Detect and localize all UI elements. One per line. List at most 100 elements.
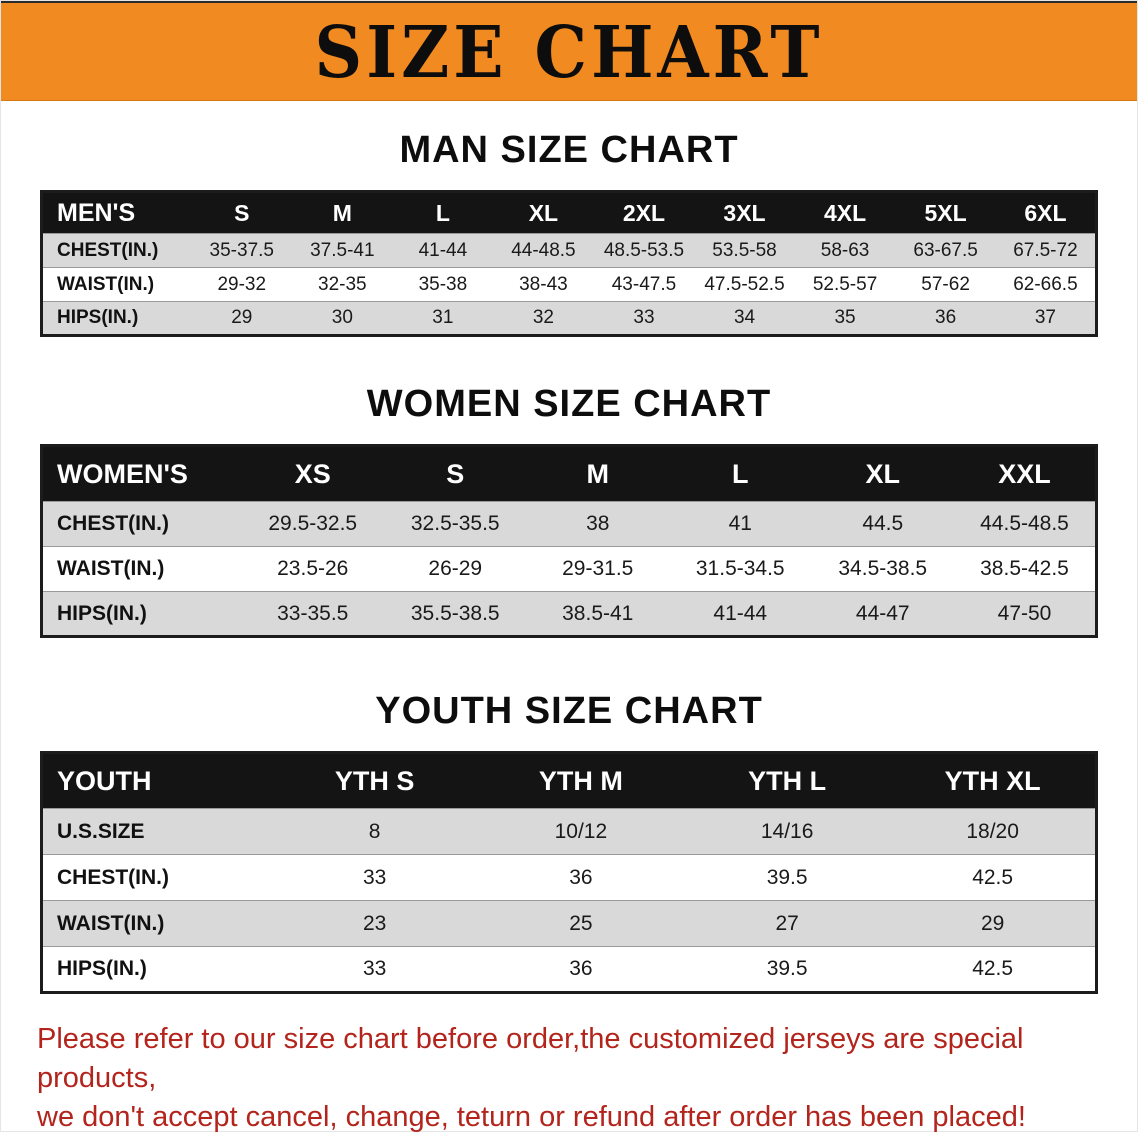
size-value-cell: 37.5-41 xyxy=(292,233,393,268)
size-value-cell: 39.5 xyxy=(684,854,891,901)
size-value-cell: 37 xyxy=(995,301,1097,336)
size-value-cell: 29 xyxy=(191,301,293,336)
size-value-cell: 32 xyxy=(493,301,594,336)
youth-size-table: YOUTH YTH S YTH M YTH L YTH XL U.S.SIZE 8 10/12… xyxy=(40,751,1098,994)
measurement-row-label: HIPS(IN.) xyxy=(41,301,192,336)
size-value-cell: 29 xyxy=(890,900,1097,947)
banner: SIZE CHART xyxy=(1,1,1137,101)
table-row: U.S.SIZE 8 10/12 14/16 18/20 xyxy=(41,808,1097,855)
table-corner-header: MEN'S xyxy=(41,191,192,234)
size-column-header: XS xyxy=(241,445,384,502)
table-row: HIPS(IN.) 33-35.5 35.5-38.5 38.5-41 41-44 44-… xyxy=(41,591,1097,637)
size-value-cell: 30 xyxy=(292,301,393,336)
size-value-cell: 36 xyxy=(477,854,684,901)
size-column-header: YTH L xyxy=(684,752,891,809)
size-value-cell: 39.5 xyxy=(684,946,891,993)
size-value-cell: 14/16 xyxy=(684,808,891,855)
table-row: HIPS(IN.) 29 30 31 32 33 34 35 36 37 xyxy=(41,301,1097,336)
measurement-row-label: CHEST(IN.) xyxy=(41,501,242,547)
table-corner-header: YOUTH xyxy=(41,752,272,809)
size-value-cell: 62-66.5 xyxy=(995,267,1097,302)
charts-container: MAN SIZE CHART MEN'S S M L XL 2XL 3XL 4XL 5XL 6XL… xyxy=(1,129,1137,994)
table-row: CHEST(IN.) 33 36 39.5 42.5 xyxy=(41,854,1097,901)
size-value-cell: 47.5-52.5 xyxy=(694,267,795,302)
size-value-cell: 47-50 xyxy=(954,591,1097,637)
size-value-cell: 44-47 xyxy=(811,591,954,637)
size-column-header: YTH XL xyxy=(890,752,1097,809)
size-column-header: M xyxy=(292,191,393,234)
size-column-header: S xyxy=(191,191,293,234)
size-value-cell: 34 xyxy=(694,301,795,336)
men-size-section: MAN SIZE CHART MEN'S S M L XL 2XL 3XL 4XL 5XL 6XL… xyxy=(1,129,1137,337)
size-value-cell: 35-38 xyxy=(392,267,494,302)
table-header-row: YOUTH YTH S YTH M YTH L YTH XL xyxy=(41,752,1097,809)
table-row: WAIST(IN.) 23.5-26 26-29 29-31.5 31.5-34.5 34… xyxy=(41,546,1097,592)
size-value-cell: 44.5-48.5 xyxy=(954,501,1097,547)
size-value-cell: 38 xyxy=(526,501,669,547)
size-value-cell: 35 xyxy=(794,301,896,336)
size-column-header: YTH S xyxy=(271,752,478,809)
size-value-cell: 63-67.5 xyxy=(895,233,996,268)
size-value-cell: 35.5-38.5 xyxy=(384,591,527,637)
size-value-cell: 33-35.5 xyxy=(241,591,384,637)
note-line-2: we don't accept cancel, change, teturn o… xyxy=(37,1101,1026,1132)
size-value-cell: 29.5-32.5 xyxy=(241,501,384,547)
youth-section-heading: YOUTH SIZE CHART xyxy=(375,690,763,732)
size-value-cell: 42.5 xyxy=(890,854,1097,901)
size-value-cell: 57-62 xyxy=(895,267,996,302)
size-value-cell: 33 xyxy=(271,854,478,901)
size-value-cell: 48.5-53.5 xyxy=(593,233,695,268)
size-value-cell: 67.5-72 xyxy=(995,233,1097,268)
table-corner-header: WOMEN'S xyxy=(41,445,242,502)
size-value-cell: 23 xyxy=(271,900,478,947)
size-value-cell: 42.5 xyxy=(890,946,1097,993)
table-row: HIPS(IN.) 33 36 39.5 42.5 xyxy=(41,946,1097,993)
measurement-row-label: WAIST(IN.) xyxy=(41,546,242,592)
women-size-table: WOMEN'S XS S M L XL XXL CHEST(IN.) 29.5-32.5 32.5… xyxy=(40,444,1098,638)
footer-note: Please refer to our size chart before or… xyxy=(1,1020,1137,1132)
size-column-header: L xyxy=(392,191,494,234)
size-value-cell: 38-43 xyxy=(493,267,594,302)
youth-size-section: YOUTH SIZE CHART YOUTH YTH S YTH M YTH L YTH… xyxy=(1,690,1137,994)
table-row: WAIST(IN.) 29-32 32-35 35-38 38-43 43-47.5 47.… xyxy=(41,267,1097,302)
size-value-cell: 41-44 xyxy=(392,233,494,268)
measurement-row-label: WAIST(IN.) xyxy=(41,900,272,947)
note-line-1: Please refer to our size chart before or… xyxy=(37,1023,1024,1095)
size-column-header: XL xyxy=(493,191,594,234)
size-value-cell: 44.5 xyxy=(811,501,954,547)
men-section-heading: MAN SIZE CHART xyxy=(399,129,739,171)
measurement-row-label: HIPS(IN.) xyxy=(41,591,242,637)
measurement-row-label: WAIST(IN.) xyxy=(41,267,192,302)
table-row: CHEST(IN.) 29.5-32.5 32.5-35.5 38 41 44.5 44.5… xyxy=(41,501,1097,547)
size-value-cell: 32.5-35.5 xyxy=(384,501,527,547)
size-column-header: 6XL xyxy=(995,191,1097,234)
table-row: WAIST(IN.) 23 25 27 29 xyxy=(41,900,1097,947)
size-column-header: S xyxy=(384,445,527,502)
size-column-header: XL xyxy=(811,445,954,502)
size-value-cell: 58-63 xyxy=(794,233,896,268)
size-column-header: L xyxy=(669,445,812,502)
size-value-cell: 53.5-58 xyxy=(694,233,795,268)
size-value-cell: 41 xyxy=(669,501,812,547)
size-value-cell: 18/20 xyxy=(890,808,1097,855)
size-column-header: 2XL xyxy=(593,191,695,234)
women-section-heading: WOMEN SIZE CHART xyxy=(366,383,772,425)
size-column-header: YTH M xyxy=(477,752,684,809)
size-column-header: XXL xyxy=(954,445,1097,502)
size-value-cell: 26-29 xyxy=(384,546,527,592)
men-size-table: MEN'S S M L XL 2XL 3XL 4XL 5XL 6XL CHEST(IN.) 35-37… xyxy=(40,190,1098,337)
table-header-row: WOMEN'S XS S M L XL XXL xyxy=(41,445,1097,502)
size-value-cell: 8 xyxy=(271,808,478,855)
size-value-cell: 33 xyxy=(593,301,695,336)
size-value-cell: 23.5-26 xyxy=(241,546,384,592)
size-column-header: 3XL xyxy=(694,191,795,234)
table-row: CHEST(IN.) 35-37.5 37.5-41 41-44 44-48.5 48.5… xyxy=(41,233,1097,268)
size-value-cell: 29-31.5 xyxy=(526,546,669,592)
size-value-cell: 41-44 xyxy=(669,591,812,637)
size-column-header: M xyxy=(526,445,669,502)
page-title: SIZE CHART xyxy=(314,9,824,94)
size-column-header: 5XL xyxy=(895,191,996,234)
table-header-row: MEN'S S M L XL 2XL 3XL 4XL 5XL 6XL xyxy=(41,191,1097,234)
size-value-cell: 38.5-42.5 xyxy=(954,546,1097,592)
